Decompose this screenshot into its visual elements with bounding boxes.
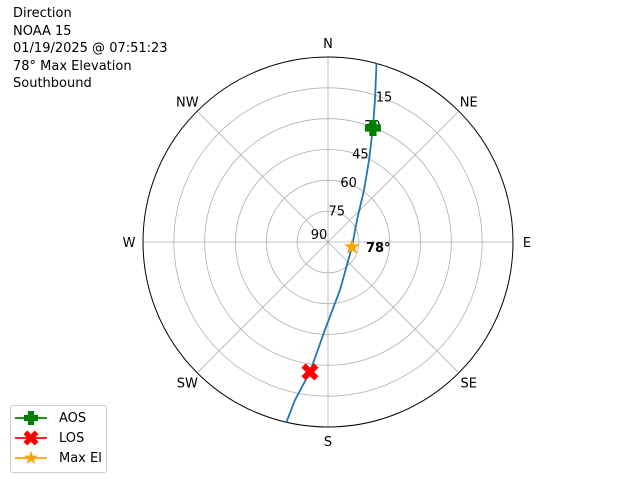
title-line: 01/19/2025 @ 07:51:23: [13, 41, 168, 57]
title-line: Southbound: [13, 76, 92, 92]
radial-tick-label: 60: [340, 176, 357, 191]
pass-track: [285, 63, 378, 423]
title-line: NOAA 15: [13, 23, 72, 39]
chart-title: Direction NOAA 15 01/19/2025 @ 07:51:23 …: [13, 5, 168, 93]
radial-tick-label: 75: [329, 205, 346, 220]
legend-item: LOS: [11, 428, 84, 448]
radial-tick-label: 15: [376, 91, 393, 106]
direction-label: SW: [177, 377, 198, 392]
outer-circle: [142, 56, 514, 428]
legend-label: Max El: [59, 450, 102, 466]
direction-label: NE: [460, 95, 478, 110]
marker-max-el: [344, 238, 360, 254]
marker-los: [301, 363, 319, 381]
grid-spoke: [327, 110, 460, 243]
legend-item: AOS: [11, 408, 86, 428]
legend-label: AOS: [59, 410, 87, 426]
legend-item: Max El: [11, 448, 102, 468]
radial-tick-label: 90: [311, 228, 328, 243]
direction-label: S: [324, 435, 332, 450]
legend: AOS LOS Max El: [10, 405, 107, 473]
direction-label: W: [123, 236, 136, 251]
grid-spoke: [327, 241, 460, 374]
direction-label: NW: [176, 95, 199, 110]
direction-label: SE: [460, 377, 476, 392]
grid-spoke: [196, 110, 329, 243]
direction-label: N: [323, 37, 333, 52]
title-line: 78° Max Elevation: [13, 58, 132, 74]
legend-star-icon: [15, 450, 47, 464]
direction-label: E: [523, 236, 531, 251]
marker-aos: [364, 120, 381, 137]
radial-tick-label: 45: [352, 148, 369, 163]
legend-plus-icon: [15, 411, 47, 425]
legend-x-icon: [15, 430, 47, 446]
legend-label: LOS: [59, 430, 85, 446]
grid-spoke: [196, 241, 329, 374]
max-el-annotation: 78°: [366, 241, 391, 256]
title-line: Direction: [13, 6, 72, 21]
